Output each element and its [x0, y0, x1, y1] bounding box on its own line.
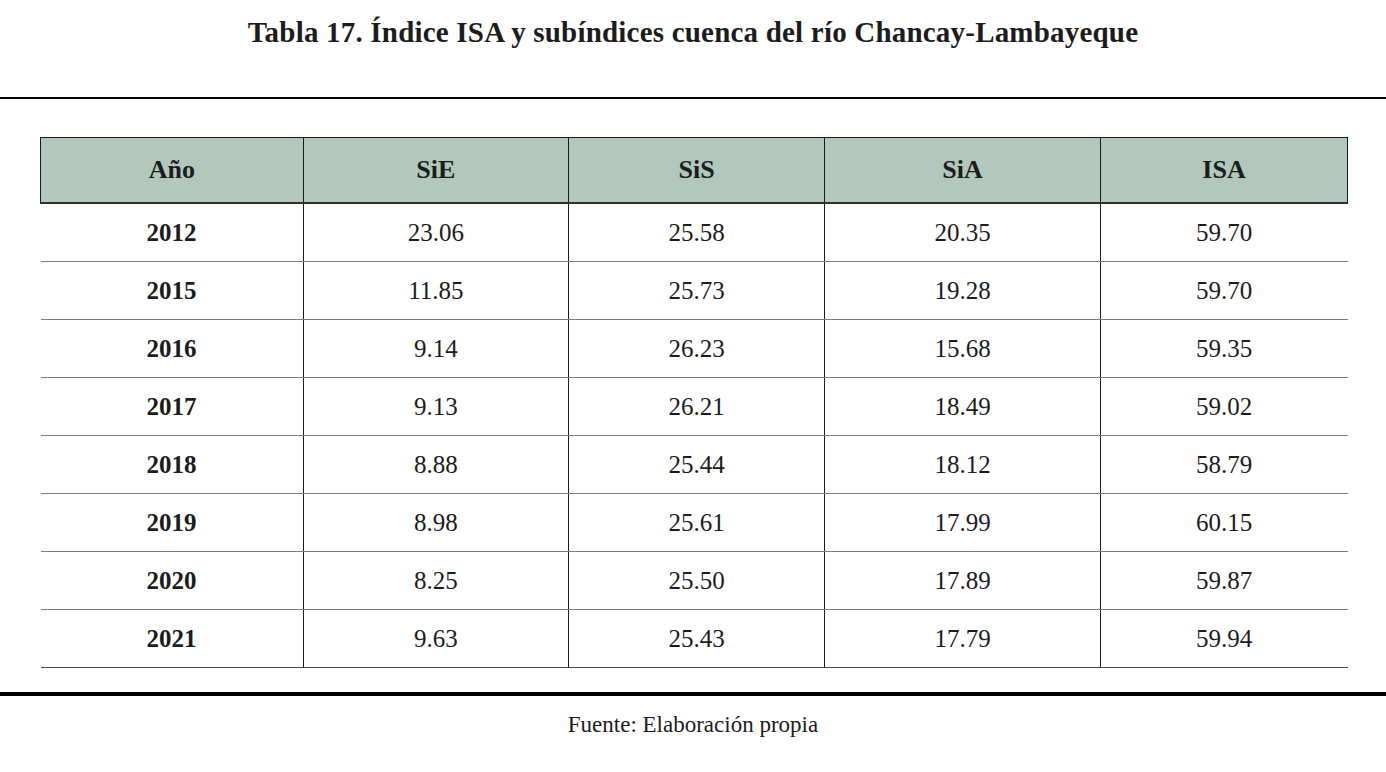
value-cell: 11.85 — [303, 262, 568, 320]
table-row: 20219.6325.4317.7959.94 — [41, 610, 1348, 668]
value-cell: 9.63 — [303, 610, 568, 668]
column-header: ISA — [1100, 138, 1347, 204]
year-cell: 2020 — [41, 552, 304, 610]
value-cell: 19.28 — [825, 262, 1101, 320]
table-row: 201511.8525.7319.2859.70 — [41, 262, 1348, 320]
value-cell: 26.23 — [569, 320, 825, 378]
year-cell: 2021 — [41, 610, 304, 668]
value-cell: 58.79 — [1100, 436, 1347, 494]
table-row: 20169.1426.2315.6859.35 — [41, 320, 1348, 378]
value-cell: 18.12 — [825, 436, 1101, 494]
table-row: 20179.1326.2118.4959.02 — [41, 378, 1348, 436]
value-cell: 60.15 — [1100, 494, 1347, 552]
value-cell: 26.21 — [569, 378, 825, 436]
table-row: 20198.9825.6117.9960.15 — [41, 494, 1348, 552]
value-cell: 15.68 — [825, 320, 1101, 378]
value-cell: 59.02 — [1100, 378, 1347, 436]
isa-index-table: AñoSiESiSSiAISA 201223.0625.5820.3559.70… — [40, 137, 1348, 668]
table-row: 20188.8825.4418.1258.79 — [41, 436, 1348, 494]
value-cell: 59.87 — [1100, 552, 1347, 610]
value-cell: 17.89 — [825, 552, 1101, 610]
value-cell: 9.13 — [303, 378, 568, 436]
column-header: SiS — [569, 138, 825, 204]
table-header-row: AñoSiESiSSiAISA — [41, 138, 1348, 204]
value-cell: 59.94 — [1100, 610, 1347, 668]
value-cell: 25.43 — [569, 610, 825, 668]
value-cell: 17.99 — [825, 494, 1101, 552]
value-cell: 9.14 — [303, 320, 568, 378]
value-cell: 25.44 — [569, 436, 825, 494]
value-cell: 8.25 — [303, 552, 568, 610]
year-cell: 2016 — [41, 320, 304, 378]
source-note: Fuente: Elaboración propia — [0, 712, 1386, 738]
table-title: Tabla 17. Índice ISA y subíndices cuenca… — [0, 16, 1386, 49]
value-cell: 59.70 — [1100, 262, 1347, 320]
value-cell: 59.35 — [1100, 320, 1347, 378]
table-row: 20208.2525.5017.8959.87 — [41, 552, 1348, 610]
value-cell: 8.98 — [303, 494, 568, 552]
value-cell: 18.49 — [825, 378, 1101, 436]
value-cell: 25.73 — [569, 262, 825, 320]
column-header: SiE — [303, 138, 568, 204]
column-header: Año — [41, 138, 304, 204]
year-cell: 2012 — [41, 203, 304, 262]
table-body: 201223.0625.5820.3559.70201511.8525.7319… — [41, 203, 1348, 668]
value-cell: 8.88 — [303, 436, 568, 494]
year-cell: 2017 — [41, 378, 304, 436]
column-header: SiA — [825, 138, 1101, 204]
year-cell: 2018 — [41, 436, 304, 494]
value-cell: 25.50 — [569, 552, 825, 610]
value-cell: 25.61 — [569, 494, 825, 552]
year-cell: 2015 — [41, 262, 304, 320]
value-cell: 25.58 — [569, 203, 825, 262]
footer-separator-rule — [0, 692, 1386, 696]
year-cell: 2019 — [41, 494, 304, 552]
value-cell: 17.79 — [825, 610, 1101, 668]
title-separator-rule — [0, 97, 1386, 99]
value-cell: 59.70 — [1100, 203, 1347, 262]
table-row: 201223.0625.5820.3559.70 — [41, 203, 1348, 262]
value-cell: 20.35 — [825, 203, 1101, 262]
value-cell: 23.06 — [303, 203, 568, 262]
